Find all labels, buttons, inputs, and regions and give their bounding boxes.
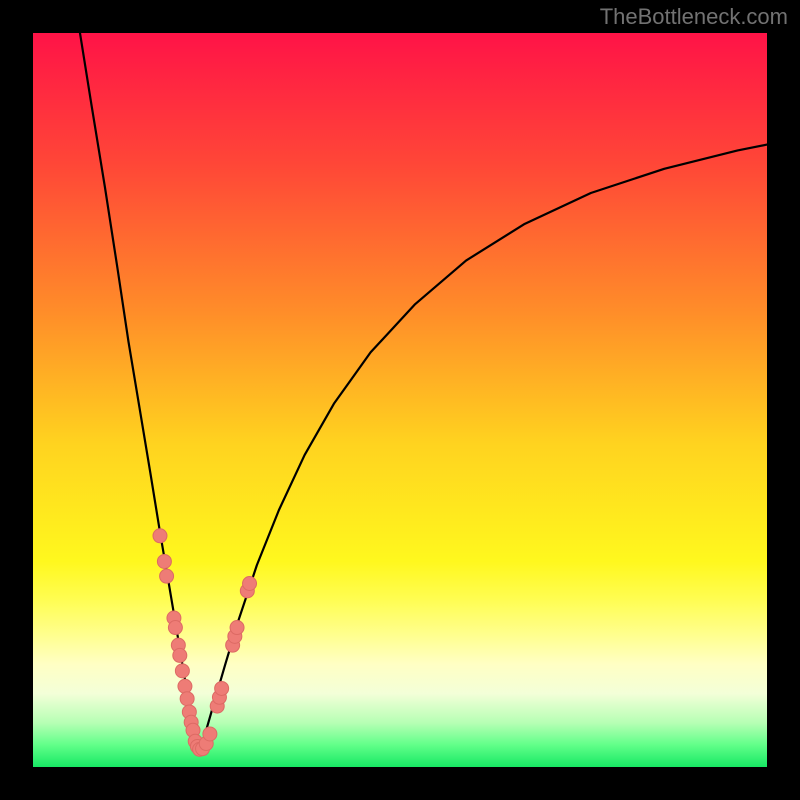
data-dot — [180, 692, 194, 706]
data-dot — [243, 577, 257, 591]
data-dot — [175, 664, 189, 678]
data-dot — [178, 679, 192, 693]
data-dot — [230, 621, 244, 635]
bottleneck-chart — [0, 0, 800, 800]
watermark-text: TheBottleneck.com — [600, 4, 788, 30]
data-dot — [168, 621, 182, 635]
data-dot — [215, 681, 229, 695]
data-dot — [153, 529, 167, 543]
data-dot — [173, 648, 187, 662]
data-dot — [203, 727, 217, 741]
data-dot — [157, 554, 171, 568]
plot-background-gradient — [33, 33, 767, 767]
chart-container: TheBottleneck.com — [0, 0, 800, 800]
data-dot — [160, 569, 174, 583]
